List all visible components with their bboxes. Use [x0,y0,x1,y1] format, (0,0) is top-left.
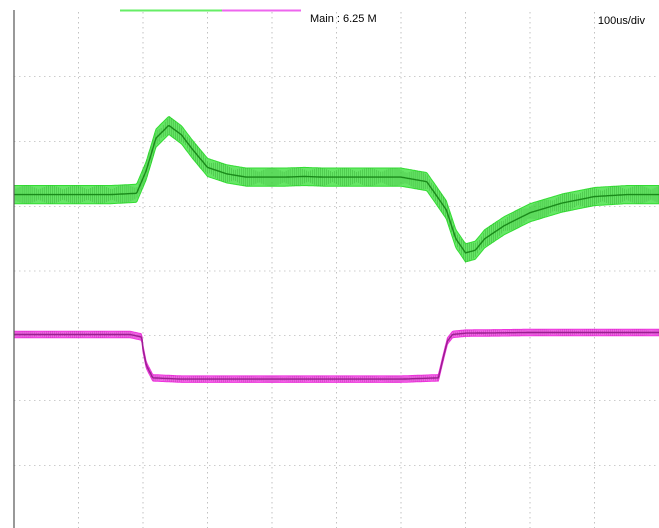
timebase-readout: 100us/div [598,15,646,27]
graticule-grid [14,12,659,528]
sample-rate-readout: Main : 6.25 M [310,13,377,25]
trace-magenta-line [14,331,659,380]
trace-green-line [14,124,659,254]
